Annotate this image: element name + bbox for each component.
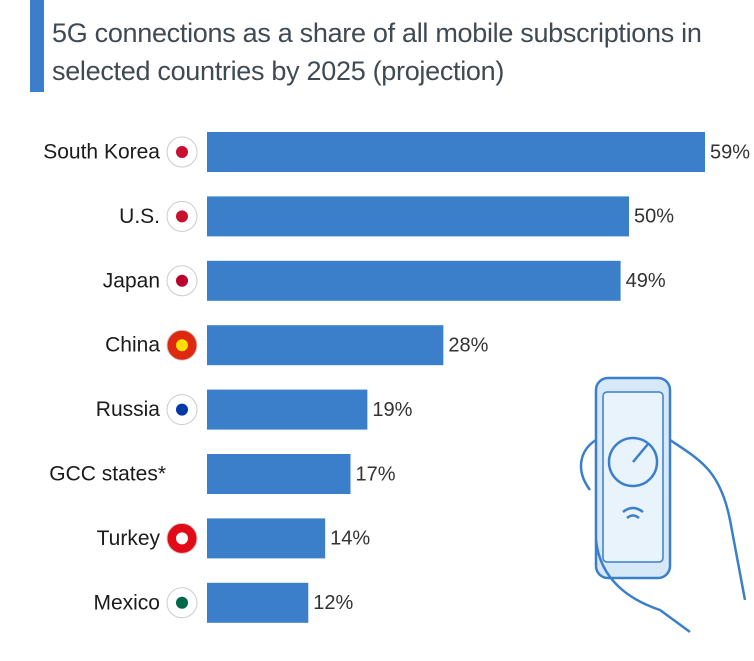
title-accent xyxy=(30,0,44,92)
category-label: GCC states* xyxy=(49,463,166,486)
bar xyxy=(207,132,705,172)
category-label: China xyxy=(105,334,160,357)
value-label: 50% xyxy=(634,206,674,228)
value-label: 28% xyxy=(448,334,488,356)
category-label: South Korea xyxy=(43,141,160,164)
flag-detail xyxy=(176,403,188,416)
flag-detail xyxy=(176,596,188,609)
flag-detail xyxy=(176,339,188,352)
chart-title: 5G connections as a share of all mobile … xyxy=(52,18,702,86)
flag-detail xyxy=(176,210,188,223)
value-label: 14% xyxy=(330,528,370,550)
category-label: Turkey xyxy=(97,527,161,550)
bar xyxy=(207,325,444,366)
phone-illustration xyxy=(579,376,747,634)
value-label: 59% xyxy=(710,141,750,163)
flag-detail xyxy=(176,274,188,287)
bar xyxy=(207,518,326,559)
bar xyxy=(207,582,309,623)
bar xyxy=(207,454,351,494)
flag-detail xyxy=(176,146,188,158)
category-label: Japan xyxy=(103,269,160,292)
value-label: 19% xyxy=(372,399,412,421)
bar xyxy=(207,260,621,301)
value-label: 12% xyxy=(313,592,353,614)
value-label: 49% xyxy=(626,270,666,292)
category-label: U.S. xyxy=(119,205,160,228)
category-label: Mexico xyxy=(93,591,160,614)
value-label: 17% xyxy=(355,463,395,485)
bar xyxy=(207,196,630,237)
bar xyxy=(207,389,368,430)
category-label: Russia xyxy=(96,398,161,421)
flag-detail xyxy=(176,532,188,545)
